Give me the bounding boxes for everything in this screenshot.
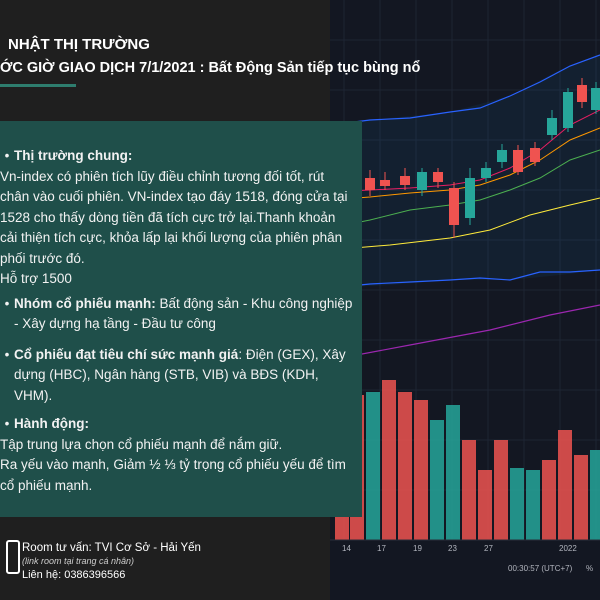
ma-line-purple [330,304,600,361]
volume-bar [574,455,588,540]
ma-line-green [330,149,600,229]
volume-bar [526,470,540,540]
bullet-dot: • [4,346,10,362]
action-line-2: Ra yếu vào mạnh, Giảm ½ ⅓ tỷ trọng cổ ph… [0,457,346,493]
volume-bar [462,440,476,540]
percent-toggle[interactable]: % [586,564,594,573]
volume-bar [414,400,428,540]
bullet-action: • Hành động: [0,414,355,435]
volume-bar [494,440,508,540]
x-label-27: 27 [484,544,493,553]
candle-body [417,172,427,190]
page-subtitle: ỚC GIỜ GIAO DỊCH 7/1/2021 : Bất Động Sản… [0,60,421,76]
candle-body [365,178,375,190]
volume-bar [590,450,600,540]
volume-bar [542,460,556,540]
volume-bar [558,430,572,540]
volume-bar [398,392,412,540]
candle-body [577,85,587,102]
x-label-2022: 2022 [559,544,577,553]
ma-line-red [330,109,600,193]
candle-body [465,178,475,218]
volume-bar [446,405,460,540]
market-heading: Thị trường chung: [14,148,133,163]
volume-bar [382,380,396,540]
bullet-dot: • [4,295,10,311]
room-note: (link room tại trang cá nhân) [22,556,135,566]
candle-body [591,88,600,110]
candle-body [563,92,573,128]
x-label-19: 19 [413,544,422,553]
candle-body [497,150,507,162]
bullet-price-strength: • Cổ phiếu đạt tiêu chí sức mạnh giá: Đi… [0,345,355,407]
action-heading: Hành động: [14,416,89,431]
volume-bar [478,470,492,540]
candle-body [449,188,459,225]
content-text: • Thị trường chung: Vn-index có phiên tí… [0,146,355,496]
candle-body [380,180,390,186]
upper-band [330,54,600,126]
volume-bar [510,468,524,540]
candle-body [481,168,491,178]
lower-band [330,269,600,289]
room-info: Room tư vấn: TVI Cơ Sở - Hải Yến [22,542,201,554]
strong-group-heading: Nhóm cổ phiếu mạnh: [14,295,156,311]
market-paragraph: Vn-index có phiên tích lũy điều chỉnh tư… [0,168,348,266]
phone-icon [6,540,20,574]
contact-phone[interactable]: Liên hệ: 0386396566 [22,569,126,581]
volume-bar [430,420,444,540]
title-underline [0,84,76,87]
bullet-strong-group: • Nhóm cổ phiếu mạnh: Bất động sản - Khu… [0,294,355,335]
candle-body [400,176,410,185]
price-chart[interactable]: 14 17 19 23 27 2022 00:30:57 (UTC+7) % [330,0,600,600]
volume-bar [366,392,380,540]
x-label-23: 23 [448,544,457,553]
page-title: NHẬT THỊ TRƯỜNG [8,36,150,53]
ma-line-yellow [330,197,600,251]
band-fill [330,55,600,288]
candle-body [547,118,557,135]
candlestick-chart-canvas[interactable] [330,0,600,600]
content-panel [0,121,362,517]
ma-line-orange [330,127,600,201]
time-readout: 00:30:57 (UTC+7) [508,564,573,573]
bullet-market: • Thị trường chung: [0,146,355,167]
bullet-dot: • [4,148,10,163]
price-strength-text: : Điện (GEX), Xây dựng (HBC), Ngân hàng … [14,346,346,403]
candle-body [530,148,540,162]
candle-body [433,172,443,182]
action-line-1: Tập trung lựa chọn cổ phiếu mạnh để nắm … [0,436,283,452]
bullet-dot: • [4,416,10,431]
price-strength-heading: Cổ phiếu đạt tiêu chí sức mạnh giá [14,346,239,362]
x-label-17: 17 [377,544,386,553]
candle-body [513,150,523,172]
strong-group-text: Bất động sản - Khu công nghiệp - Xây dựn… [14,295,353,332]
support-level: Hỗ trợ 1500 [0,271,72,286]
x-label-14: 14 [342,544,351,553]
